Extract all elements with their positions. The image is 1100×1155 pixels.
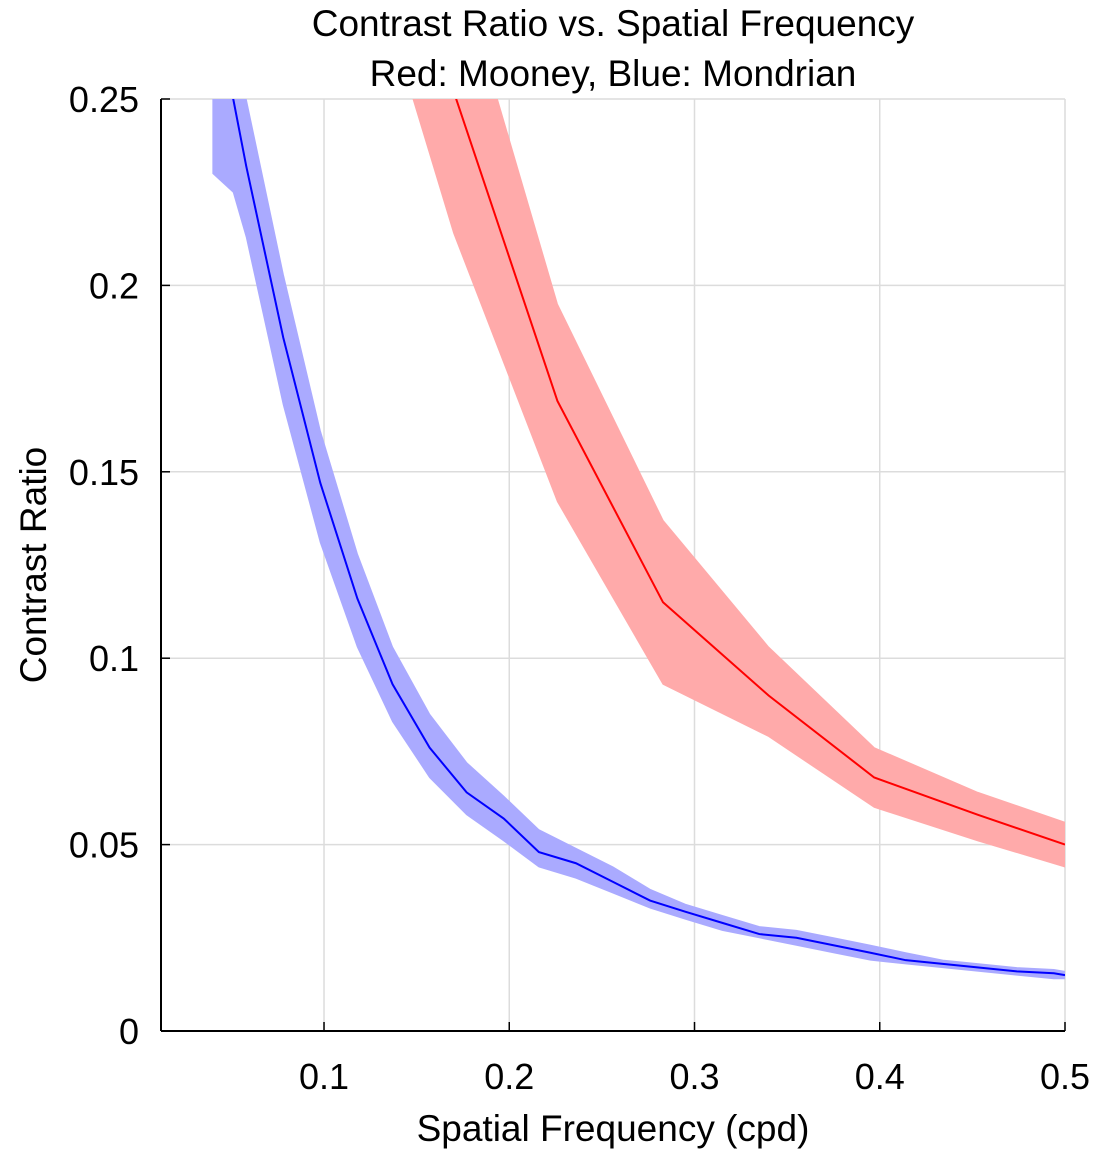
chart-title: Contrast Ratio vs. Spatial Frequency — [312, 3, 915, 44]
x-tick-labels: 0.1 0.2 0.3 0.4 0.5 — [299, 1056, 1090, 1097]
x-tick-label: 0.4 — [855, 1056, 905, 1097]
confidence-bands — [212, 99, 1065, 980]
series-1-line — [455, 99, 1065, 846]
chart-subtitle: Red: Mooney, Blue: Mondrian — [370, 53, 857, 94]
x-tick-label: 0.2 — [484, 1056, 534, 1097]
y-tick-labels: 0 0.05 0.1 0.15 0.2 0.25 — [69, 79, 139, 1052]
y-tick-label: 0.2 — [89, 265, 139, 306]
axes — [160, 98, 1066, 1032]
y-tick-label: 0 — [119, 1011, 139, 1052]
series-0-band — [212, 99, 1065, 980]
y-axis-label: Contrast Ratio — [13, 447, 54, 684]
series-0-line — [232, 99, 1065, 977]
y-tick-label: 0.05 — [69, 825, 139, 866]
y-tick-label: 0.15 — [69, 452, 139, 493]
y-tick-label: 0.1 — [89, 638, 139, 679]
series-lines — [232, 99, 1065, 977]
x-tick-label: 0.3 — [669, 1056, 719, 1097]
x-axis-label: Spatial Frequency (cpd) — [417, 1108, 810, 1149]
series-1-band — [412, 99, 1065, 868]
x-tick-label: 0.1 — [299, 1056, 349, 1097]
x-tick-label: 0.5 — [1040, 1056, 1090, 1097]
y-tick-label: 0.25 — [69, 79, 139, 120]
